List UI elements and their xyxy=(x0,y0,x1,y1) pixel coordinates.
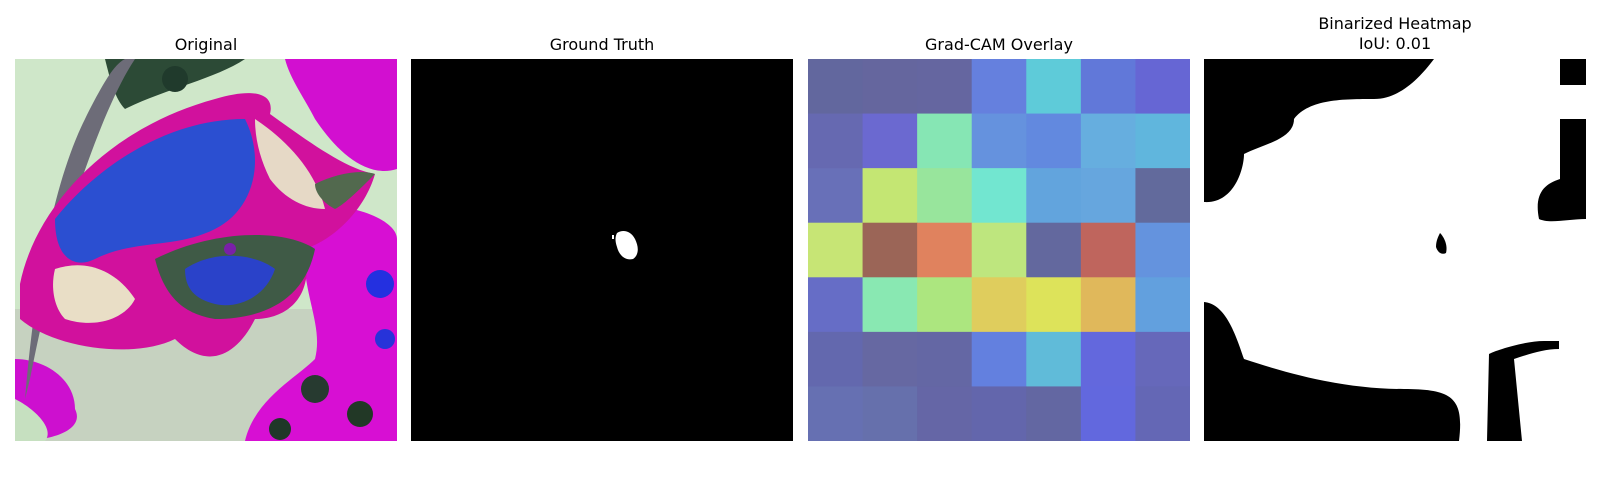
gradcam-cell xyxy=(808,113,864,169)
gradcam-cell xyxy=(862,222,918,278)
original-title: Original xyxy=(174,35,238,54)
gradcam-cell xyxy=(971,113,1027,169)
gradcam-cell xyxy=(917,386,973,441)
gradcam-cell xyxy=(917,59,973,115)
gradcam-cell xyxy=(862,59,918,115)
gradcam-overlay xyxy=(808,59,1190,441)
gradcam-cell xyxy=(971,222,1027,278)
gradcam-cell xyxy=(1026,168,1082,224)
gradcam-cell xyxy=(1080,59,1136,115)
gradcam-cell xyxy=(862,386,918,441)
gradcam-cell xyxy=(1026,277,1082,333)
gradcam-cell xyxy=(917,168,973,224)
gradcam-cell xyxy=(1080,113,1136,169)
gradcam-cell xyxy=(862,277,918,333)
gradcam-cell xyxy=(862,168,918,224)
gradcam-cell xyxy=(808,386,864,441)
gradcam-cell xyxy=(1080,168,1136,224)
gradcam-cell xyxy=(808,277,864,333)
binarized-heatmap-title: Binarized Heatmap IoU: 0.01 xyxy=(1204,14,1586,54)
gradcam-cell xyxy=(1135,277,1190,333)
ground-truth-title: Ground Truth xyxy=(549,35,655,54)
gradcam-cell xyxy=(808,222,864,278)
gradcam-cell xyxy=(1135,168,1190,224)
gradcam-cell xyxy=(1080,331,1136,387)
ground-truth-mask xyxy=(411,59,793,441)
gradcam-cell xyxy=(1080,277,1136,333)
binarized-heatmap-heading: Binarized Heatmap xyxy=(1318,14,1472,33)
gradcam-cell xyxy=(971,331,1027,387)
gradcam-cell xyxy=(1026,59,1082,115)
gradcam-cell xyxy=(1135,386,1190,441)
gradcam-cell xyxy=(971,277,1027,333)
gradcam-cell xyxy=(808,168,864,224)
gradcam-cell xyxy=(1026,331,1082,387)
gradcam-cell xyxy=(917,222,973,278)
gradcam-cell xyxy=(917,113,973,169)
gradcam-cell xyxy=(1135,113,1190,169)
gradcam-cell xyxy=(1080,222,1136,278)
gradcam-cell xyxy=(917,277,973,333)
gradcam-cell xyxy=(971,59,1027,115)
original-image xyxy=(15,59,397,441)
gradcam-cell xyxy=(862,331,918,387)
gradcam-cell xyxy=(808,59,864,115)
gradcam-cell xyxy=(862,113,918,169)
gradcam-cell xyxy=(971,168,1027,224)
binarized-heatmap xyxy=(1204,59,1586,441)
gradcam-cell xyxy=(1026,386,1082,441)
gradcam-cell xyxy=(1026,222,1082,278)
gradcam-cell xyxy=(808,331,864,387)
gradcam-cell xyxy=(917,331,973,387)
gradcam-cell xyxy=(1135,59,1190,115)
gradcam-cell xyxy=(971,386,1027,441)
gradcam-overlay-title: Grad-CAM Overlay xyxy=(925,35,1073,54)
gradcam-cell xyxy=(1135,331,1190,387)
gradcam-cell xyxy=(1135,222,1190,278)
iou-score: IoU: 0.01 xyxy=(1358,34,1432,53)
gradcam-cell xyxy=(1026,113,1082,169)
gradcam-cell xyxy=(1080,386,1136,441)
